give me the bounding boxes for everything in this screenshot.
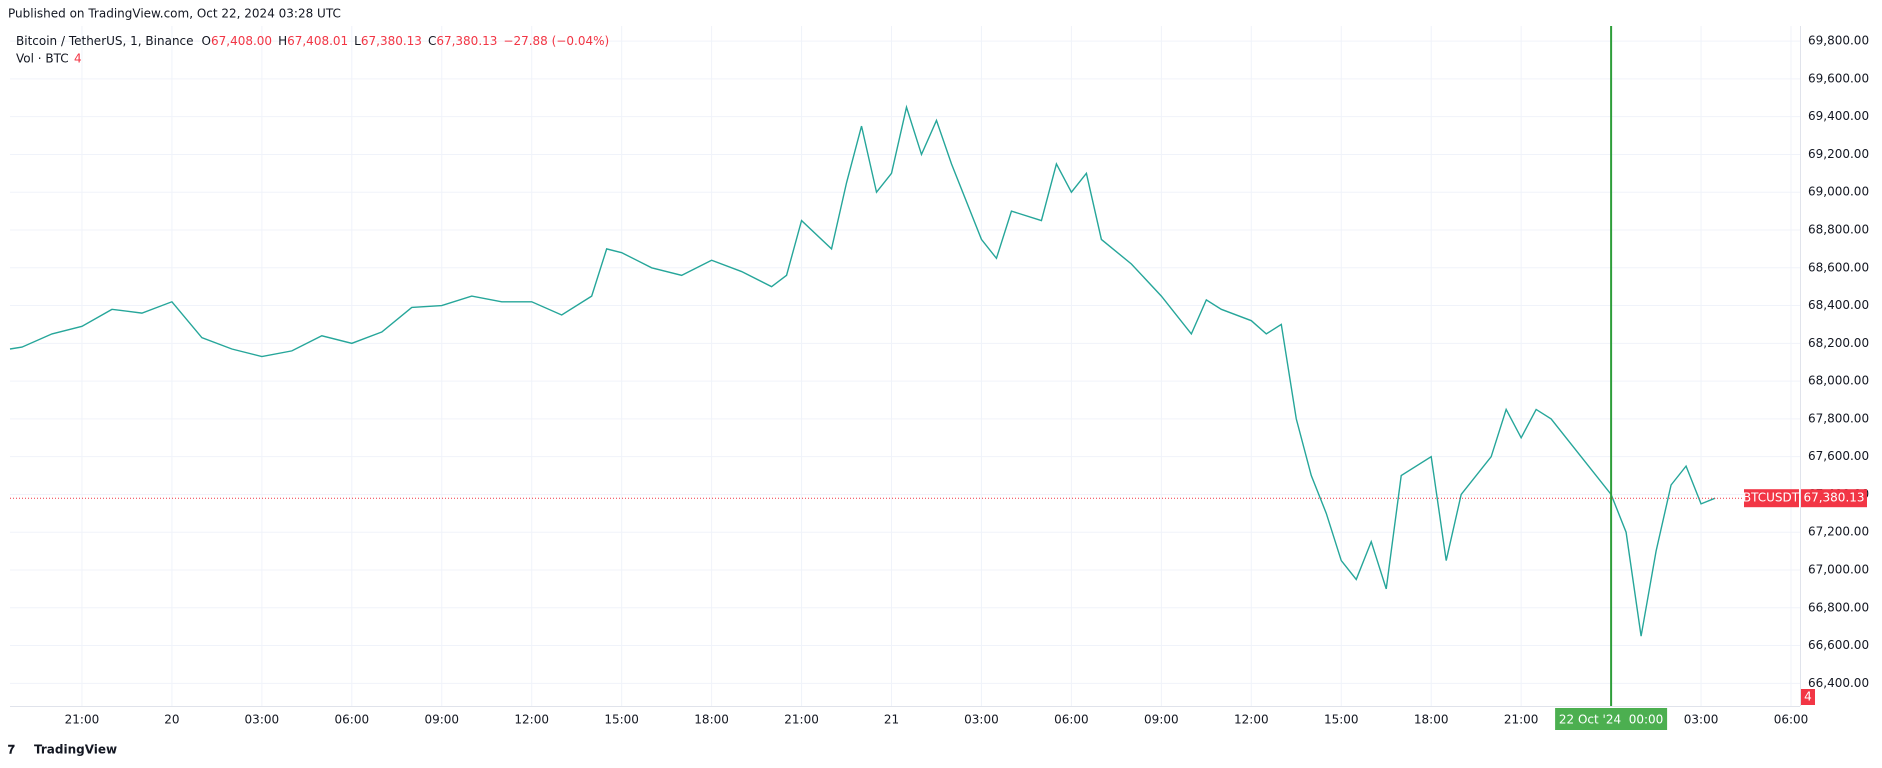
change: −27.88 (−0.04%): [503, 34, 609, 48]
y-tick-label: 68,600.00: [1808, 260, 1869, 274]
legend-title: Bitcoin / TetherUS, 1, Binance: [16, 34, 194, 48]
ohlc-value: 67,380.13: [361, 34, 422, 48]
x-tick-label: 03:00: [964, 713, 999, 727]
price-line: [9, 104, 1716, 637]
y-tick-label: 69,400.00: [1808, 109, 1869, 123]
ohlc-value: 67,408.00: [211, 34, 272, 48]
x-tick-label: 12:00: [1234, 713, 1269, 727]
x-tick-label: 06:00: [335, 713, 370, 727]
x-tick-label: 12:00: [514, 713, 549, 727]
y-tick-label: 68,400.00: [1808, 298, 1869, 312]
footer: TradingView: [34, 743, 117, 757]
x-tick-label: 06:00: [1774, 713, 1809, 727]
x-tick-label: 09:00: [1144, 713, 1179, 727]
x-tick-label: 21: [884, 713, 899, 727]
x-tick-label: 03:00: [1684, 713, 1719, 727]
ohlc-key: L: [354, 34, 361, 48]
x-tick-label: 06:00: [1054, 713, 1089, 727]
y-tick-label: 68,200.00: [1808, 336, 1869, 350]
y-tick-label: 67,200.00: [1808, 525, 1869, 539]
y-tick-label: 69,600.00: [1808, 71, 1869, 85]
y-tick-label: 67,000.00: [1808, 563, 1869, 577]
x-tick-label: 15:00: [604, 713, 639, 727]
ohlc-value: 67,380.13: [436, 34, 497, 48]
volume-legend-value: 4: [74, 52, 82, 66]
y-tick-label: 68,800.00: [1808, 223, 1869, 237]
y-tick-label: 66,600.00: [1808, 638, 1869, 652]
ohlc-key: H: [278, 34, 287, 48]
x-tick-label: 18:00: [694, 713, 729, 727]
x-tick-label: 21:00: [65, 713, 100, 727]
symbol-tag-text: BTCUSDT: [1743, 491, 1800, 505]
y-tick-label: 67,800.00: [1808, 411, 1869, 425]
crosshair-tag: [1555, 708, 1668, 730]
volume-tag: [1801, 689, 1815, 705]
y-tick-label: 69,800.00: [1808, 34, 1869, 48]
x-tick-label: 21:00: [1504, 713, 1539, 727]
x-tick-label: 03:00: [245, 713, 280, 727]
x-tick-label: 15:00: [1324, 713, 1359, 727]
y-tick-label: 67,600.00: [1808, 449, 1869, 463]
logo: 𝟕: [8, 743, 15, 757]
ohlc-value: 67,408.01: [287, 34, 348, 48]
ohlc-key: C: [428, 34, 436, 48]
x-tick-label: 18:00: [1414, 713, 1449, 727]
y-tick-label: 69,200.00: [1808, 147, 1869, 161]
price-axis-border: [1800, 26, 1801, 706]
price-tag: [1801, 489, 1867, 508]
header: Published on TradingView.com, Oct 22, 20…: [8, 7, 341, 21]
crosshair-tag-text: 22 Oct '24 00:00: [1559, 713, 1663, 727]
ohlc-key: O: [202, 34, 211, 48]
y-tick-label: 68,000.00: [1808, 374, 1869, 388]
y-tick-label: 66,400.00: [1808, 676, 1869, 690]
y-tick-label: 66,800.00: [1808, 600, 1869, 614]
volume-tag-text: 4: [1804, 690, 1812, 704]
x-tick-label: 21:00: [784, 713, 819, 727]
legend: Bitcoin / TetherUS, 1, Binance O67,408.00…: [16, 34, 609, 48]
time-axis-border: [10, 706, 1800, 707]
price-tag-text: 67,380.13: [1803, 491, 1864, 505]
y-tick-label: 69,000.00: [1808, 185, 1869, 199]
volume-legend: Vol · BTC: [16, 52, 69, 66]
x-tick-label: 20: [164, 713, 179, 727]
symbol-tag: [1744, 489, 1799, 508]
x-tick-label: 09:00: [424, 713, 459, 727]
